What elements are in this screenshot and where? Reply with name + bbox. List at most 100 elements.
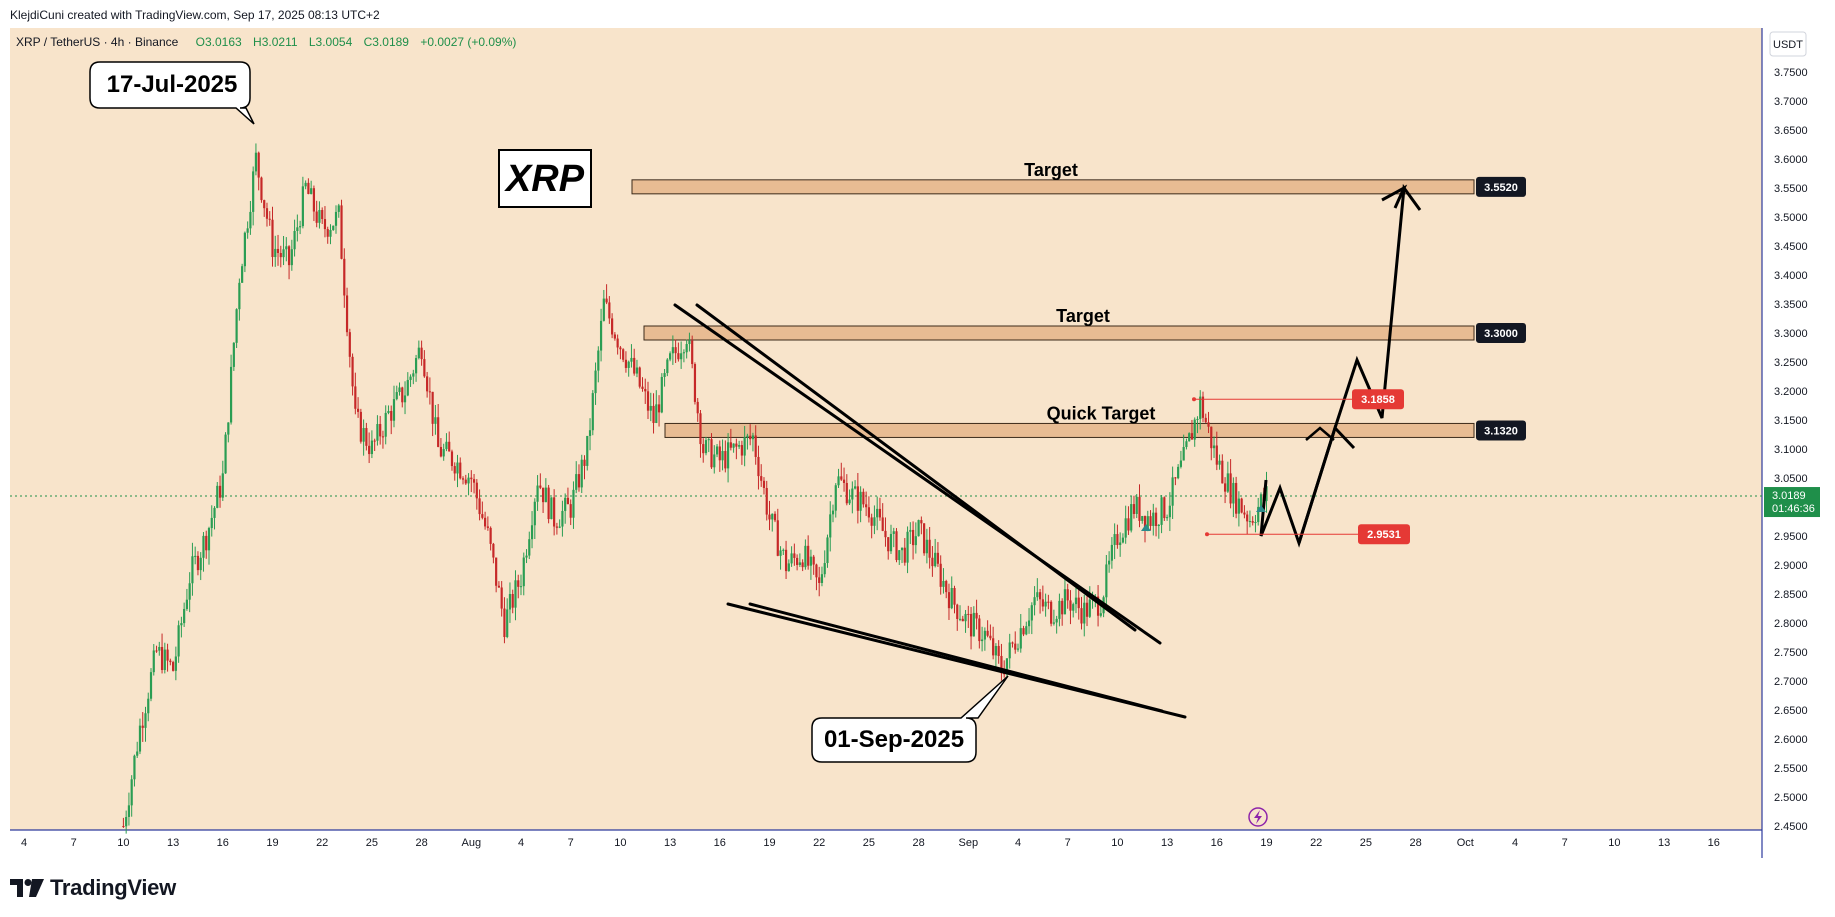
x-tick-label: 28 <box>1409 837 1421 849</box>
lower-trendline-2[interactable] <box>748 602 1164 713</box>
candle-body <box>169 660 172 663</box>
candle-body <box>1130 504 1133 531</box>
candle-body <box>1108 560 1111 565</box>
candle-body <box>296 227 299 231</box>
target-zone-title: Target <box>1056 306 1110 326</box>
candle-body <box>856 486 859 511</box>
candle-body <box>321 210 324 220</box>
lightning-icon[interactable] <box>1248 807 1268 827</box>
candle-body <box>406 379 409 396</box>
candle-body <box>1243 512 1246 515</box>
target-zone-band[interactable] <box>643 325 1475 341</box>
candle-body <box>624 359 628 368</box>
y-tick-label: 2.7500 <box>1774 647 1808 659</box>
candle-body <box>677 353 680 360</box>
candle-body <box>492 543 495 558</box>
candle-body <box>412 373 415 377</box>
candle-body <box>125 816 128 827</box>
x-tick-label: 16 <box>1211 837 1223 849</box>
candle-body <box>1223 483 1227 492</box>
candle-body <box>1058 600 1061 619</box>
candle-body <box>260 177 263 201</box>
candle-body <box>909 529 912 532</box>
candle-body <box>776 520 779 556</box>
candle-body <box>981 639 984 642</box>
candle-body <box>801 562 804 568</box>
y-tick-label: 3.3500 <box>1774 299 1808 311</box>
y-tick-label: 3.2000 <box>1774 386 1808 398</box>
candle-body <box>878 508 882 518</box>
candle-body <box>914 536 917 546</box>
currency-button[interactable]: USDT <box>1769 31 1807 57</box>
candle-body <box>304 182 307 187</box>
candle-body <box>1199 396 1202 419</box>
candle-body <box>1166 517 1169 519</box>
candle-body <box>160 646 164 670</box>
candle-body <box>1019 628 1022 649</box>
candle-body <box>840 476 843 480</box>
candle-body <box>953 588 956 605</box>
candle-body <box>964 613 967 622</box>
x-tick-label: 10 <box>1111 837 1123 849</box>
upper-trendline-2[interactable] <box>695 303 1137 632</box>
legend-change: +0.0027 (+0.09%) <box>420 35 516 49</box>
candle-body <box>1096 596 1100 616</box>
candle-body <box>340 205 343 259</box>
candle-body <box>1218 460 1221 465</box>
candle-body <box>793 553 796 558</box>
candle-body <box>862 491 865 505</box>
target-zone-band[interactable] <box>631 179 1475 195</box>
candle-body <box>428 391 431 393</box>
candle-body <box>1099 613 1102 616</box>
candle-body <box>724 451 727 469</box>
target-zone-band[interactable] <box>664 422 1475 438</box>
candle-body <box>842 479 846 483</box>
candle-body <box>657 404 661 413</box>
x-tick-label: 7 <box>568 837 574 849</box>
candle-body <box>1215 445 1218 465</box>
title-box: XRP <box>498 149 592 208</box>
candle-body <box>1160 497 1163 525</box>
candle-body <box>644 388 647 392</box>
candle-body <box>130 779 133 806</box>
legend-symbol: XRP / TetherUS · 4h · Binance <box>16 35 179 49</box>
currency-button-label: USDT <box>1773 39 1803 51</box>
candle-body <box>229 366 233 423</box>
candle-body <box>205 535 208 551</box>
candle-body <box>149 672 153 699</box>
candle-body <box>782 549 785 551</box>
tradingview-logo[interactable]: TradingView <box>10 874 176 902</box>
candle-body <box>282 249 285 258</box>
candle-body <box>439 446 443 457</box>
x-tick-label: 16 <box>714 837 726 849</box>
candle-body <box>299 226 302 228</box>
target-zone-price-box <box>1476 323 1526 343</box>
price-markers: 3.1858 2.9531 <box>1192 389 1410 545</box>
x-tick-label: 10 <box>117 837 129 849</box>
candle-body <box>696 401 699 414</box>
price-axis[interactable] <box>1762 28 1835 858</box>
candle-body <box>500 587 503 609</box>
candle-body <box>276 248 280 254</box>
upper-trendline-1[interactable] <box>673 303 1162 645</box>
candle-body <box>1061 600 1064 615</box>
candle-body <box>1188 433 1191 442</box>
candle-body <box>525 555 528 558</box>
candle-body <box>768 514 771 520</box>
candle-body <box>666 359 669 374</box>
candle-body <box>337 205 340 212</box>
candle-body <box>760 476 763 481</box>
candle-body <box>997 645 1000 656</box>
candle-body <box>423 359 426 377</box>
candle-body <box>1201 396 1205 418</box>
candle-body <box>870 517 873 526</box>
x-tick-label: 22 <box>813 837 825 849</box>
callout-bottom-text: 01-Sep-2025 <box>824 726 964 753</box>
candle-body <box>174 656 177 671</box>
candle-body <box>1005 658 1009 675</box>
candle-body <box>1193 419 1196 440</box>
candle-body <box>254 152 258 172</box>
candle-body <box>575 474 578 490</box>
candle-body <box>519 586 523 588</box>
x-tick-label: 7 <box>1065 837 1071 849</box>
